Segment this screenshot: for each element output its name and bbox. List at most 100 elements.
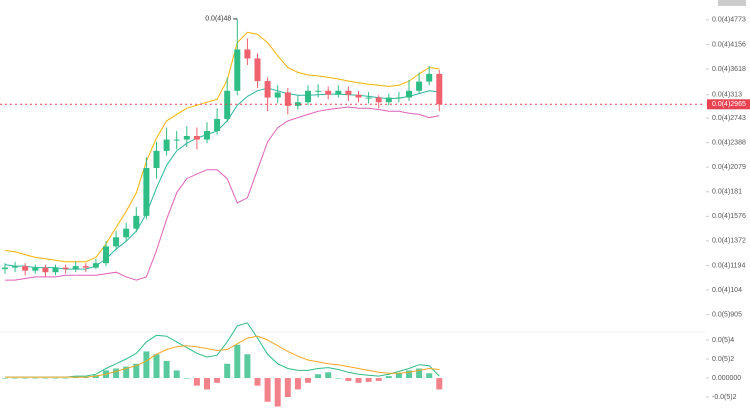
- histogram-bar: [12, 378, 19, 379]
- histogram-bar: [416, 368, 423, 379]
- histogram-bar: [123, 366, 130, 379]
- candle-body: [244, 49, 251, 59]
- histogram-bar: [113, 368, 120, 379]
- y-tick-label: -0.0(5)2: [712, 394, 737, 401]
- candle-body: [82, 266, 89, 268]
- candle-body: [365, 97, 372, 99]
- candle-body: [92, 263, 99, 268]
- y-tick-label: 0.0(4)313: [712, 92, 742, 99]
- y-tick-label: 0.0(4)1372: [712, 238, 746, 245]
- y-tick-label: 0.0(5)905: [712, 312, 742, 319]
- band-line: [4, 31, 440, 263]
- macd-line: [5, 322, 440, 378]
- histogram-bar: [365, 378, 372, 382]
- candle-body: [153, 150, 160, 168]
- histogram-bar: [52, 378, 59, 379]
- candle-body: [254, 58, 261, 82]
- histogram-bar: [234, 344, 241, 379]
- last-price-label: 0.0(4)2965: [712, 101, 746, 108]
- candle-body: [264, 81, 271, 98]
- candle-body: [22, 266, 29, 271]
- histogram-bar: [204, 378, 210, 390]
- candle-body: [2, 267, 8, 270]
- candle-body: [315, 90, 322, 92]
- histogram-bar: [244, 354, 251, 379]
- candle-body: [426, 73, 433, 82]
- histogram-bar: [224, 363, 231, 379]
- candle-body: [133, 215, 140, 229]
- candle-body: [234, 49, 241, 91]
- y-tick-label: 0.0(4)2388: [712, 140, 746, 147]
- candle-body: [12, 266, 19, 268]
- histogram-bar: [426, 373, 433, 379]
- histogram-bar: [284, 378, 291, 398]
- histogram-bar: [325, 372, 332, 379]
- axis-panel: [705, 0, 750, 413]
- candle-body: [183, 135, 190, 140]
- histogram-bar: [375, 378, 382, 381]
- candle-body: [294, 102, 301, 106]
- candle-body: [395, 97, 402, 99]
- candle-body: [345, 90, 352, 95]
- candle-body: [416, 81, 423, 91]
- histogram-bar: [133, 363, 140, 379]
- histogram-bar: [355, 378, 362, 383]
- histogram-bar: [395, 373, 402, 379]
- candle-body: [52, 267, 59, 273]
- histogram-bar: [42, 378, 49, 379]
- y-tick-label: 0.0(4)104: [712, 287, 742, 294]
- macd-line: [5, 335, 440, 378]
- annotation-label: 0.0(4)48: [205, 16, 231, 23]
- candle-body: [305, 90, 311, 103]
- y-tick-label: 0.0(4)1194: [712, 262, 745, 269]
- histogram-bar: [274, 378, 281, 407]
- histogram-bar: [22, 378, 29, 379]
- candle-body: [62, 267, 69, 270]
- candle-body: [385, 97, 392, 103]
- candle-body: [375, 97, 382, 103]
- y-tick-label: 0.000000: [712, 375, 741, 382]
- y-tick-label: 0.0(4)2743: [712, 115, 746, 122]
- candle-body: [436, 73, 443, 105]
- y-tick-label: 0.0(4)3618: [712, 66, 746, 73]
- histogram-bar: [294, 378, 301, 390]
- candle-body: [193, 135, 200, 140]
- candle-body: [72, 266, 79, 270]
- candle-body: [355, 94, 362, 98]
- histogram-bar: [2, 378, 8, 379]
- histogram-bar: [305, 378, 311, 383]
- band-line: [4, 87, 440, 270]
- histogram-bar: [183, 378, 190, 379]
- histogram-bar: [345, 378, 352, 381]
- histogram-bar: [173, 370, 180, 379]
- candle-body: [214, 118, 221, 132]
- y-tick-label: 0.0(4)2079: [712, 164, 746, 171]
- candle-body: [163, 139, 170, 151]
- candle-body: [224, 90, 231, 119]
- candle-body: [274, 92, 281, 98]
- y-tick-label: 0.0(5)2: [712, 356, 734, 363]
- histogram-bar: [406, 370, 412, 379]
- histogram-bar: [92, 375, 99, 379]
- last-price-box: [707, 99, 750, 110]
- histogram-bar: [193, 378, 200, 386]
- histogram-bar: [163, 360, 170, 379]
- histogram-bar: [335, 378, 342, 379]
- candle-body: [113, 237, 120, 247]
- histogram-bar: [62, 378, 69, 379]
- axis-button[interactable]: [718, 0, 746, 6]
- candle-body: [42, 267, 49, 273]
- candle-body: [204, 131, 210, 140]
- histogram-bar: [214, 378, 221, 383]
- y-tick-label: 0.0(4)4156: [712, 41, 746, 48]
- histogram-bar: [32, 378, 39, 379]
- histogram-bar: [153, 354, 160, 379]
- histogram-bar: [264, 378, 271, 402]
- y-tick-label: 0.0(4)1576: [712, 213, 746, 220]
- histogram-bar: [436, 378, 443, 390]
- candle-body: [173, 139, 180, 141]
- y-tick-label: 0.0(4)4773: [712, 17, 746, 24]
- histogram-bar: [143, 351, 150, 379]
